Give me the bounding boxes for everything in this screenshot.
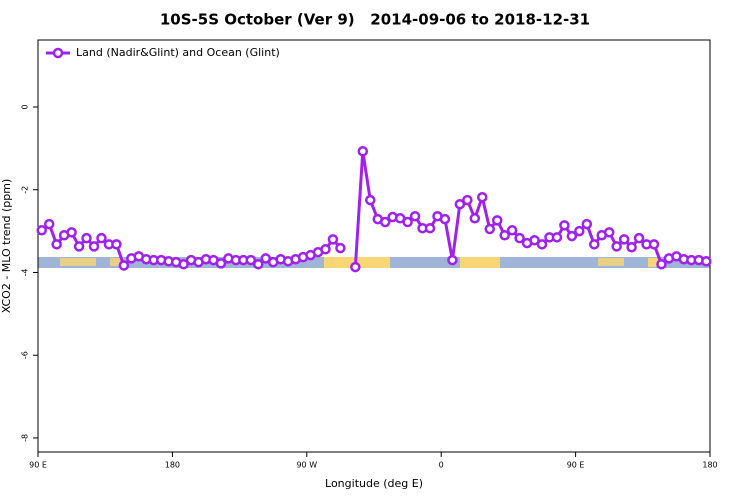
data-point <box>447 254 458 266</box>
y-tick-label: -8 <box>21 434 30 442</box>
data-point <box>551 232 563 243</box>
data-point <box>350 261 361 273</box>
data-point <box>574 225 585 237</box>
data-point <box>335 242 346 254</box>
data-point <box>118 260 130 271</box>
x-tick-label: 90 W <box>296 461 317 470</box>
plot-frame <box>37 39 711 453</box>
legend-label: Land (Nadir&Glint) and Ocean (Glint) <box>76 46 280 59</box>
data-point <box>701 256 712 267</box>
data-point <box>491 215 503 226</box>
data-point <box>462 194 473 206</box>
land-band <box>598 258 624 266</box>
data-point <box>379 216 391 228</box>
series-line <box>40 151 707 269</box>
data-point <box>514 232 525 244</box>
land-band <box>60 258 96 266</box>
data-point <box>365 194 376 206</box>
data-point <box>357 146 369 157</box>
data-point <box>499 229 510 241</box>
data-point <box>477 191 488 203</box>
land-band <box>110 258 124 266</box>
data-point <box>506 225 518 236</box>
data-point <box>424 222 436 234</box>
x-tick-label: 0 <box>439 461 444 470</box>
y-tick-label: 0 <box>21 104 30 109</box>
data-point <box>36 225 47 236</box>
land-band <box>648 258 660 267</box>
land-band <box>460 257 500 268</box>
data-point <box>51 239 62 250</box>
data-point <box>626 241 637 253</box>
data-point <box>402 216 413 228</box>
data-point <box>611 241 622 252</box>
data-point <box>618 234 630 245</box>
y-axis-label: XCO2 - MLO trend (ppm) <box>0 179 13 314</box>
data-point <box>559 220 570 231</box>
x-tick-label: 90 E <box>29 461 47 470</box>
data-point <box>439 213 451 225</box>
data-point <box>566 230 578 242</box>
data-point <box>178 258 189 270</box>
y-tick-label: -6 <box>21 351 30 359</box>
data-point <box>253 258 264 270</box>
data-point <box>327 234 339 245</box>
data-point <box>215 258 227 269</box>
x-tick-label: 180 <box>165 461 180 470</box>
data-point <box>43 218 55 230</box>
data-point <box>484 223 495 235</box>
data-point <box>633 232 645 244</box>
data-point <box>245 254 257 266</box>
data-point <box>536 239 548 250</box>
data-point <box>454 198 466 210</box>
data-point <box>73 241 85 252</box>
data-point <box>529 234 540 246</box>
data-point <box>81 232 92 244</box>
data-point <box>581 218 593 230</box>
data-point <box>648 239 660 250</box>
data-point <box>96 232 107 244</box>
x-axis-label: Longitude (deg E) <box>325 477 423 490</box>
y-tick-label: -2 <box>21 186 30 194</box>
data-point <box>88 241 100 252</box>
data-point <box>320 244 331 255</box>
chart-title: 10S-5S October (Ver 9) 2014-09-06 to 201… <box>160 11 590 29</box>
data-point <box>603 227 615 238</box>
x-tick-label: 180 <box>702 461 717 470</box>
x-tick-label: 90 E <box>567 461 585 470</box>
data-point <box>469 213 481 224</box>
y-tick-label: -4 <box>21 268 30 276</box>
data-point <box>656 258 667 270</box>
legend-marker <box>52 47 64 59</box>
data-point <box>589 239 600 250</box>
data-point <box>409 210 421 222</box>
data-point <box>66 227 77 238</box>
data-point <box>111 239 122 250</box>
